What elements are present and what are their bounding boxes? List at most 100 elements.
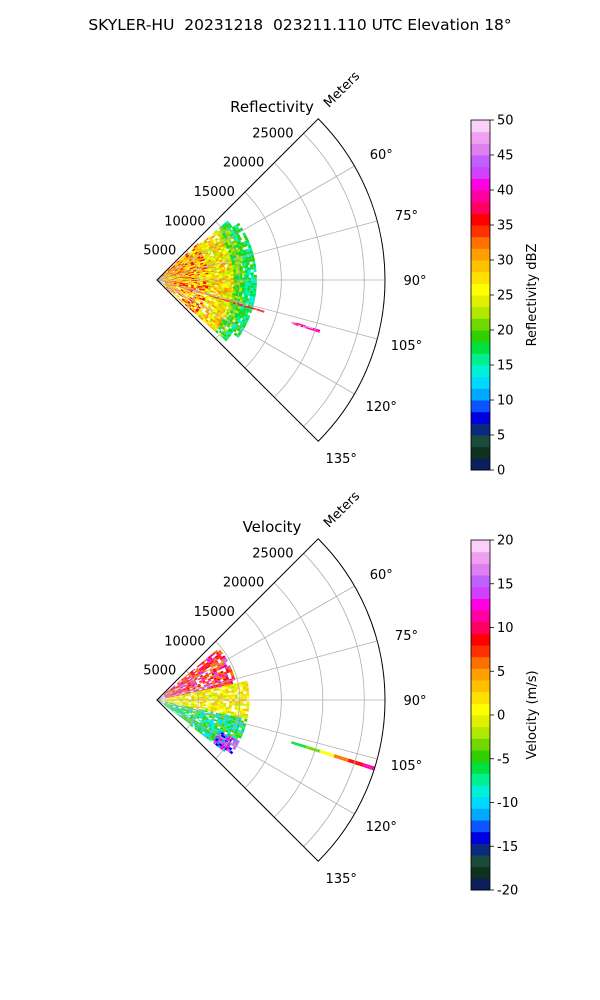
data-cell: [171, 281, 174, 283]
data-cell: [173, 285, 176, 287]
data-cell: [185, 695, 189, 697]
data-cell: [188, 719, 192, 722]
data-cell: [177, 689, 181, 692]
data-cell: [185, 281, 189, 283]
data-cell: [179, 291, 183, 294]
data-cell: [194, 703, 197, 705]
data-cell: [194, 310, 198, 314]
data-cell: [300, 325, 304, 328]
data-cell: [173, 703, 177, 705]
data-cell: [168, 697, 171, 699]
data-cell: [198, 719, 202, 722]
data-cell: [210, 669, 214, 673]
data-cell: [218, 722, 223, 726]
data-cell: [253, 283, 257, 286]
data-cell: [219, 253, 224, 257]
data-cell: [174, 262, 177, 265]
data-cell: [234, 687, 238, 691]
data-cell: [223, 303, 227, 307]
data-cell: [182, 273, 186, 275]
data-cell: [217, 679, 221, 683]
data-cell: [176, 276, 180, 278]
data-cell: [182, 679, 186, 682]
data-cell: [247, 290, 251, 294]
data-cell: [184, 304, 188, 307]
data-cell: [216, 686, 220, 690]
data-cell: [189, 290, 193, 293]
data-cell: [205, 680, 209, 683]
data-cell: [241, 312, 245, 317]
data-cell: [224, 272, 228, 275]
data-cell: [176, 699, 180, 700]
data-cell: [201, 709, 205, 712]
data-cell: [199, 695, 203, 697]
data-cell: [192, 668, 196, 672]
data-cell: [217, 309, 221, 313]
data-cell: [176, 285, 179, 287]
data-cell: [214, 247, 218, 251]
data-cell: [191, 304, 195, 308]
data-cell: [189, 716, 193, 719]
data-cell: [193, 724, 197, 727]
colorbar-segment: [471, 295, 490, 308]
data-cell: [182, 264, 186, 267]
data-cell: [235, 266, 239, 270]
data-cell: [193, 285, 197, 287]
data-cell: [239, 247, 244, 252]
data-cell: [171, 698, 174, 699]
data-cell: [218, 229, 222, 234]
data-cell: [240, 730, 244, 734]
colorbar-segment: [471, 248, 490, 261]
data-cell: [186, 688, 190, 691]
data-cell: [222, 295, 227, 298]
data-cell: [251, 258, 256, 262]
data-cell: [182, 705, 185, 707]
data-cell: [216, 727, 220, 731]
data-cell: [207, 256, 211, 260]
data-cell: [234, 694, 238, 697]
colorbar-segment: [471, 365, 490, 378]
data-cell: [245, 685, 249, 689]
data-cell: [181, 690, 185, 693]
colorbar-segment: [471, 575, 490, 588]
data-cell: [242, 232, 246, 236]
data-cell: [322, 750, 326, 753]
data-cell: [329, 752, 333, 756]
data-cell: [172, 686, 176, 689]
data-cell: [219, 297, 222, 300]
data-cell: [183, 717, 186, 720]
data-cell: [183, 681, 187, 685]
data-cell: [217, 264, 221, 267]
data-cell: [190, 273, 194, 276]
data-cell: [215, 743, 219, 747]
data-cell: [186, 680, 190, 683]
data-cell: [227, 309, 231, 313]
data-cell: [173, 697, 177, 698]
data-cell: [246, 691, 250, 694]
data-cell: [213, 675, 217, 679]
data-cell: [241, 252, 245, 256]
data-cell: [239, 684, 243, 688]
data-cell: [185, 292, 189, 294]
data-cell: [242, 310, 246, 314]
data-cell: [246, 262, 250, 266]
sector-frame: [156, 538, 386, 862]
data-cell: [223, 293, 227, 296]
data-cell: [218, 299, 222, 303]
data-cell: [237, 331, 242, 336]
data-cell: [230, 276, 234, 279]
data-cell: [192, 290, 196, 292]
data-cell: [223, 695, 227, 698]
data-cell: [176, 695, 180, 697]
data-cell: [182, 254, 186, 258]
data-cell: [220, 732, 225, 736]
data-cell: [179, 686, 183, 689]
data-cell: [186, 709, 190, 711]
data-cell: [230, 282, 234, 285]
data-cell: [214, 694, 218, 696]
panel-title: Reflectivity: [230, 98, 314, 116]
data-cell: [230, 713, 234, 717]
data-cell: [223, 702, 227, 705]
data-cell: [209, 237, 213, 241]
data-cell: [163, 272, 166, 275]
